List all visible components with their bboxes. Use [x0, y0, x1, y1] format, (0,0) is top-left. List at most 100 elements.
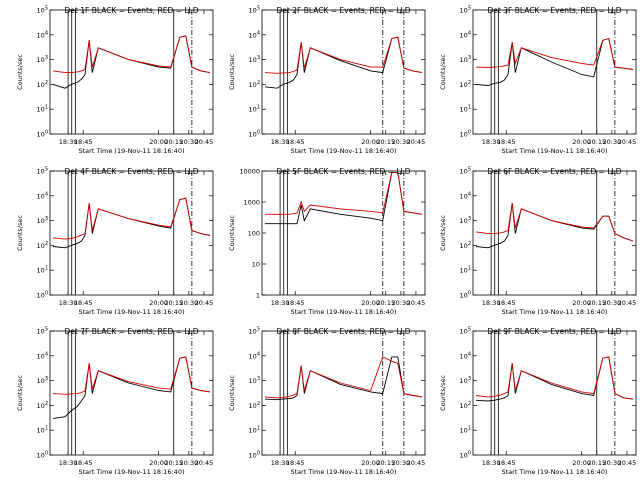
series-line-lld: [264, 36, 423, 74]
x-tick-label: 20:45: [195, 299, 214, 307]
plot-frame: [472, 170, 637, 296]
series-line-events: [475, 203, 634, 249]
x-tick-label: 18:30: [482, 299, 501, 307]
x-tick-label: 20:00: [361, 459, 380, 467]
y-tick-label: 102: [249, 401, 260, 410]
x-tick-label: 18:30: [59, 459, 78, 467]
x-tick-label: 20:15: [164, 459, 183, 467]
y-tick-label: 100: [37, 451, 48, 460]
x-axis-label: Start Time (19-Nov-11 18:16:40): [502, 147, 608, 155]
x-tick-label: 20:45: [195, 138, 214, 146]
x-tick-label: 18:30: [59, 138, 78, 146]
y-axis-label: Counts/sec: [228, 375, 236, 411]
x-tick-label: 18:30: [482, 459, 501, 467]
x-tick-label: 18:45: [286, 459, 305, 467]
x-tick-label: 20:30: [391, 138, 410, 146]
y-tick-label: 103: [460, 216, 471, 225]
y-tick-label: 102: [460, 241, 471, 250]
panel-title: Det 8F BLACK = Events, RED = LLD: [277, 327, 411, 336]
y-axis-label: Counts/sec: [228, 54, 236, 90]
x-tick-label: 20:30: [391, 459, 410, 467]
plot-frame: [472, 9, 637, 135]
x-tick-label: 20:15: [587, 459, 606, 467]
y-tick-label: 104: [249, 30, 260, 39]
panel-title: Det 9F BLACK = Events, RED = LLD: [488, 327, 622, 336]
y-tick-label: 104: [460, 351, 471, 360]
y-tick-label: 1000: [243, 199, 260, 207]
y-tick-label: 104: [37, 30, 48, 39]
y-tick-label: 103: [37, 376, 48, 385]
y-tick-label: 1: [256, 292, 260, 300]
y-tick-label: 103: [37, 55, 48, 64]
y-tick-label: 103: [37, 216, 48, 225]
x-tick-label: 20:30: [602, 459, 621, 467]
x-tick-label: 20:15: [376, 299, 395, 307]
panel-title: Det 1F BLACK = Events, RED = LLD: [65, 6, 199, 15]
x-tick-label: 20:45: [618, 459, 637, 467]
panel-title: Det 6F BLACK = Events, RED = LLD: [488, 167, 622, 176]
plot-frame: [49, 9, 214, 135]
x-tick-label: 18:45: [497, 299, 516, 307]
y-tick-label: 105: [37, 167, 48, 176]
x-tick-label: 20:45: [618, 138, 637, 146]
x-axis-label: Start Time (19-Nov-11 18:16:40): [79, 308, 185, 316]
y-tick-label: 105: [460, 6, 471, 15]
series-line-events: [475, 38, 634, 86]
y-tick-label: 105: [249, 6, 260, 15]
y-tick-label: 101: [249, 105, 260, 114]
y-tick-label: 104: [460, 30, 471, 39]
series-line-events: [264, 356, 423, 401]
series-line-lld: [265, 171, 423, 215]
x-axis-label: Start Time (19-Nov-11 18:16:40): [79, 147, 185, 155]
y-tick-label: 105: [460, 167, 471, 176]
x-tick-label: 20:00: [572, 138, 591, 146]
x-tick-label: 18:45: [286, 138, 305, 146]
x-tick-label: 18:45: [74, 299, 93, 307]
x-tick-label: 20:15: [587, 299, 606, 307]
panel-title: Det 7F BLACK = Events, RED = LLD: [65, 327, 199, 336]
y-tick-label: 101: [249, 426, 260, 435]
x-tick-label: 18:30: [482, 138, 501, 146]
series-line-lld: [475, 203, 634, 242]
y-axis-label: Counts/sec: [228, 215, 236, 251]
x-tick-label: 18:30: [59, 299, 78, 307]
x-tick-label: 20:15: [376, 459, 395, 467]
x-tick-label: 20:45: [407, 459, 426, 467]
x-tick-label: 20:45: [407, 138, 426, 146]
y-tick-label: 102: [460, 401, 471, 410]
y-tick-label: 105: [460, 327, 471, 336]
x-axis-label: Start Time (19-Nov-11 18:16:40): [291, 468, 397, 476]
series-line-lld: [52, 197, 211, 240]
x-tick-label: 18:45: [74, 459, 93, 467]
x-tick-label: 20:30: [179, 299, 198, 307]
x-tick-label: 18:30: [271, 459, 290, 467]
series-line-events: [52, 197, 211, 249]
y-tick-label: 103: [460, 55, 471, 64]
plot-frame: [261, 9, 426, 135]
x-tick-label: 20:15: [587, 138, 606, 146]
y-tick-label: 104: [37, 351, 48, 360]
y-tick-label: 105: [37, 6, 48, 15]
y-tick-label: 105: [37, 327, 48, 336]
y-axis-label: Counts/sec: [439, 54, 447, 90]
plot-frame: [49, 330, 214, 456]
x-tick-label: 20:30: [391, 299, 410, 307]
y-tick-label: 100: [460, 451, 471, 460]
y-tick-label: 104: [37, 191, 48, 200]
plot-frame: [472, 330, 637, 456]
y-tick-label: 100: [460, 291, 471, 300]
x-axis-label: Start Time (19-Nov-11 18:16:40): [502, 468, 608, 476]
y-tick-label: 104: [249, 351, 260, 360]
x-tick-label: 20:45: [407, 299, 426, 307]
x-tick-label: 18:45: [74, 138, 93, 146]
series-line-lld: [475, 38, 634, 70]
y-axis-label: Counts/sec: [16, 375, 24, 411]
x-tick-label: 18:45: [497, 459, 516, 467]
x-tick-label: 18:30: [271, 299, 290, 307]
x-tick-label: 20:00: [149, 459, 168, 467]
